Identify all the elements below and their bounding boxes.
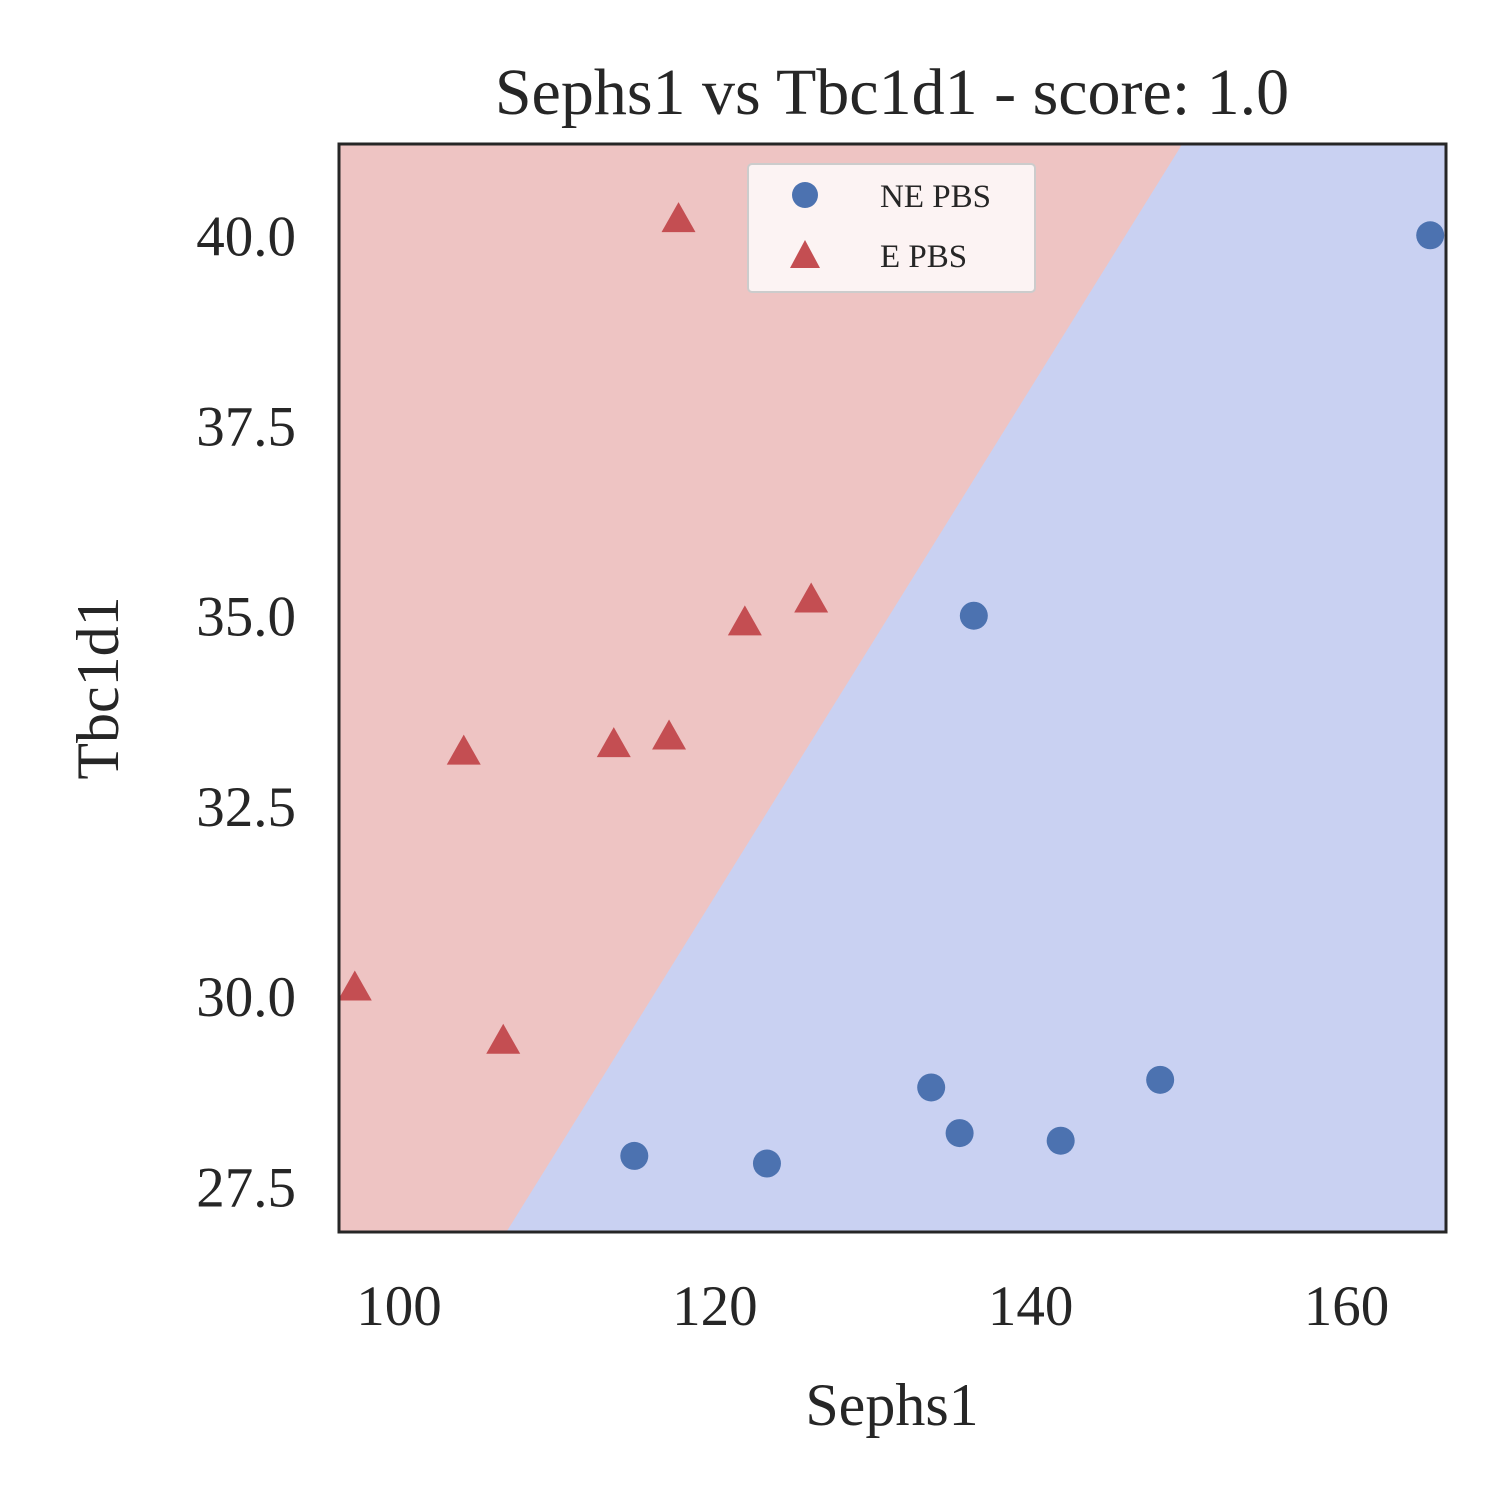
y-tick-label: 37.5: [196, 396, 296, 459]
y-axis-ticks: 27.5 30.0 32.5 35.0 37.5 40.0: [196, 205, 296, 1219]
y-tick-label: 27.5: [196, 1156, 296, 1219]
point-e-pbs: [337, 970, 372, 1001]
y-tick-label: 32.5: [196, 776, 296, 839]
point-ne-pbs: [959, 601, 988, 630]
point-ne-pbs: [945, 1119, 974, 1148]
y-tick-label: 40.0: [196, 205, 296, 268]
decision-regions: [339, 144, 1446, 1232]
legend-label-ne-pbs: NE PBS: [880, 179, 991, 215]
point-e-pbs: [652, 719, 687, 750]
y-tick-label: 30.0: [196, 966, 296, 1029]
x-tick-label: 120: [672, 1275, 758, 1338]
point-ne-pbs: [752, 1149, 781, 1178]
chart-title: Sephs1 vs Tbc1d1 - score: 1.0: [495, 56, 1289, 129]
point-ne-pbs: [620, 1141, 649, 1170]
plot-frame: [337, 142, 1448, 1234]
legend-marker-e-pbs: [790, 240, 820, 268]
point-ne-pbs: [1146, 1065, 1175, 1094]
point-ne-pbs: [917, 1073, 946, 1102]
point-e-pbs: [446, 734, 481, 765]
point-ne-pbs: [1046, 1126, 1075, 1155]
point-e-pbs: [727, 605, 762, 636]
y-tick-label: 35.0: [196, 586, 296, 649]
region-e-pbs: [339, 144, 1183, 1232]
point-e-pbs: [794, 582, 829, 613]
x-tick-label: 100: [356, 1275, 442, 1338]
point-e-pbs: [661, 202, 696, 233]
x-tick-label: 140: [988, 1275, 1074, 1338]
legend-box: [747, 163, 1036, 293]
x-axis-label: Sephs1: [805, 1372, 978, 1438]
data-points: [337, 202, 1445, 1178]
y-axis-label: Tbc1d1: [65, 596, 131, 779]
x-tick-label: 160: [1304, 1275, 1390, 1338]
point-ne-pbs: [1416, 221, 1445, 250]
legend-marker-ne-pbs: [792, 182, 818, 208]
legend: NE PBS E PBS: [747, 163, 1036, 293]
point-e-pbs: [596, 727, 631, 758]
legend-label-e-pbs: E PBS: [880, 239, 967, 275]
plot-area: [337, 142, 1448, 1234]
x-axis-ticks: 100 120 140 160: [356, 1275, 1389, 1338]
point-e-pbs: [486, 1023, 521, 1054]
